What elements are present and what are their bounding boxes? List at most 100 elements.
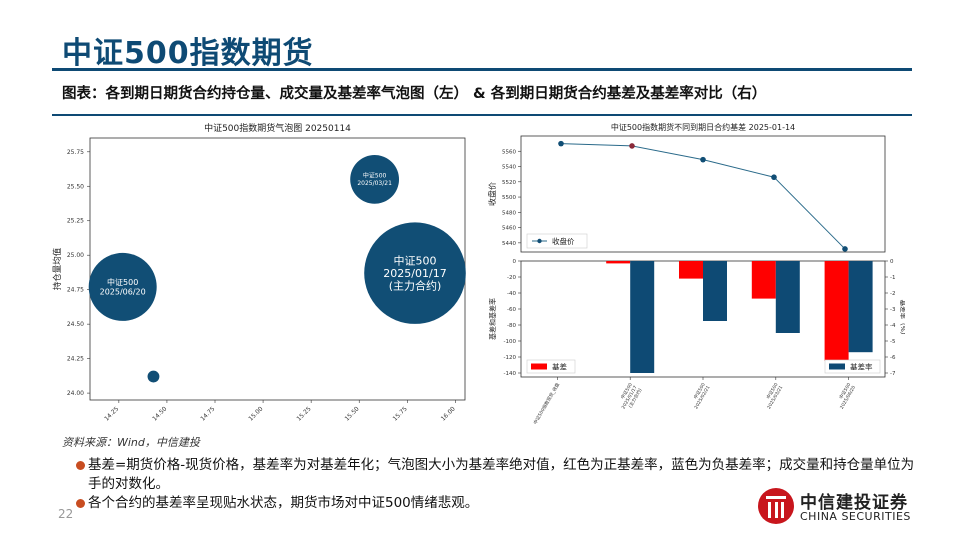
legend-swatch	[829, 363, 845, 370]
x-tick-label: 16.00	[440, 405, 457, 422]
x-tick-label: 中证500指数现货_收盘	[532, 381, 562, 425]
basis-bar-chart: 0 -20 -40 -60 -80 -100 -120 -140 0 -1 -2 -3 -4 -5 -6 -7…	[488, 259, 905, 426]
bubble-label: 中证500	[107, 277, 138, 287]
data-point	[771, 174, 777, 181]
x-tick-label: 14.50	[151, 405, 168, 422]
y-tick-label: 24.50	[67, 321, 84, 328]
y-tick-label: 24.75	[67, 287, 84, 294]
chart-title: 中证500指数期货气泡图 20250114	[204, 122, 351, 134]
x-tick-label: 15.25	[295, 405, 312, 422]
y-tick-label: -20	[507, 275, 516, 281]
data-point	[558, 140, 564, 147]
note-item: 基差=期货价格-现货价格，基差率为对基差年化；气泡图大小为基差率绝对值，红色为正…	[76, 456, 916, 494]
x-tick-label-line: 中证500指数现货_收盘	[532, 381, 562, 425]
bubble	[88, 252, 157, 321]
close-price-line-chart: 中证500指数期货不同到期日合约基差 2025-01-14 5440 5460 548…	[487, 122, 886, 253]
legend-box	[526, 233, 588, 249]
bubble-label: 中证500	[394, 254, 437, 267]
basis-bar	[606, 261, 631, 264]
x-tick-label: 中证5002025/01/17(主力合约)	[615, 381, 644, 413]
logo-name-cn: 中信建投证券	[800, 493, 908, 513]
x-tick-label: 14.25	[103, 405, 120, 422]
y-axis-label: 基差和基差率	[488, 298, 497, 340]
legend-label: 基差率	[850, 362, 873, 372]
y-tick-label: 5480	[502, 210, 516, 216]
bullet-dot-icon	[76, 461, 85, 470]
bubble	[350, 154, 400, 204]
legend-label: 收盘价	[552, 236, 575, 246]
x-tick-label: 15.75	[392, 405, 409, 422]
plot-frame	[520, 135, 886, 253]
bubble	[147, 370, 160, 383]
x-tick-label: 中证5002025/03/21	[761, 381, 785, 410]
bubble-label: 2025/03/21	[357, 180, 392, 187]
bubble-label: (主力合约)	[389, 278, 442, 292]
bullet-dot-icon	[76, 499, 85, 508]
bubble-chart: 中证500指数期货气泡图 20250114 14.25 14.50 14.75 15.0…	[52, 122, 466, 423]
y-tick-label: -120	[504, 355, 517, 361]
y-tick-label: 24.00	[67, 390, 84, 397]
notes-list: 基差=期货价格-现货价格，基差率为对基差年化；气泡图大小为基差率绝对值，红色为正…	[76, 456, 916, 513]
page-title: 中证500指数期货	[62, 36, 314, 71]
y-tick-label: 5500	[502, 195, 516, 201]
y-tick-label: -40	[507, 291, 516, 297]
y2-tick-label: -3	[890, 307, 896, 313]
note-text: 基差=期货价格-现货价格，基差率为对基差年化；气泡图大小为基差率绝对值，红色为正…	[88, 457, 915, 492]
basis-bar	[824, 261, 849, 361]
y-tick-label: 25.50	[67, 183, 84, 190]
data-source-note: 资料来源：Wind，中信建投	[62, 436, 200, 449]
y-axis-label: 收盘价	[487, 182, 497, 206]
basis-rate-bar	[848, 261, 873, 353]
y2-tick-label: -2	[890, 291, 895, 297]
y-tick-label: 25.00	[67, 252, 84, 259]
y-tick-label: -80	[507, 323, 516, 329]
basis-bar	[679, 261, 703, 279]
bubble-label: 中证500	[363, 172, 387, 180]
x-tick-label: 14.75	[199, 405, 216, 422]
legend-marker	[537, 238, 542, 244]
y2-tick-label: 0	[890, 259, 894, 265]
data-point	[842, 246, 848, 252]
y2-tick-label: -6	[890, 355, 896, 361]
y-tick-label: -100	[504, 339, 517, 345]
y2-tick-label: -7	[890, 371, 896, 377]
chart-title: 中证500指数期货不同到期日合约基差 2025-01-14	[611, 122, 795, 132]
x-tick-label: 中证5002025/02/21	[688, 381, 712, 410]
y-tick-label: 0	[513, 259, 517, 265]
y2-tick-label: -1	[890, 275, 895, 281]
y2-tick-label: -4	[890, 323, 896, 329]
x-tick-label: 15.50	[344, 405, 361, 422]
y-tick-label: 24.25	[67, 356, 84, 363]
caption-divider	[52, 114, 912, 116]
y-tick-label: -140	[504, 371, 517, 377]
x-tick-label: 中证5002025/06/20	[833, 381, 857, 410]
data-point	[629, 143, 635, 149]
y-tick-label: 5540	[502, 165, 516, 171]
y-tick-label: 25.75	[67, 149, 84, 156]
x-tick-label: 15.00	[247, 405, 264, 422]
bubble-label: 2025/01/17	[383, 267, 446, 280]
basis-rate-bar	[703, 261, 727, 321]
page-number: 22	[58, 507, 74, 521]
basis-rate-bar	[630, 261, 655, 373]
figure-caption: 图表：各到期日期货合约持仓量、成交量及基差率气泡图（左） & 各到期日期货合约基…	[62, 86, 767, 102]
y-tick-label: 5460	[502, 226, 516, 232]
y-tick-label: 25.25	[67, 218, 84, 225]
basis-bar	[751, 261, 776, 299]
y-tick-label: -60	[507, 307, 516, 313]
legend-box	[526, 359, 576, 374]
y-tick-label: 5520	[502, 180, 516, 186]
logo-emblem-icon	[758, 488, 794, 524]
legend-swatch	[531, 363, 547, 370]
y-axis-label: 持仓量均值	[52, 247, 63, 290]
y-tick-label: 5560	[502, 149, 516, 155]
title-divider	[52, 68, 912, 71]
legend-label: 基差	[552, 362, 567, 372]
legend-box	[824, 359, 881, 374]
note-item: 各个合约的基差率呈现贴水状态，期货市场对中证500情绪悲观。	[76, 494, 916, 513]
bubble-label: 2025/06/20	[100, 287, 146, 296]
y2-tick-label: -5	[890, 339, 896, 345]
data-point	[700, 156, 706, 163]
note-text: 各个合约的基差率呈现贴水状态，期货市场对中证500情绪悲观。	[88, 495, 479, 511]
basis-rate-bar	[775, 261, 800, 333]
